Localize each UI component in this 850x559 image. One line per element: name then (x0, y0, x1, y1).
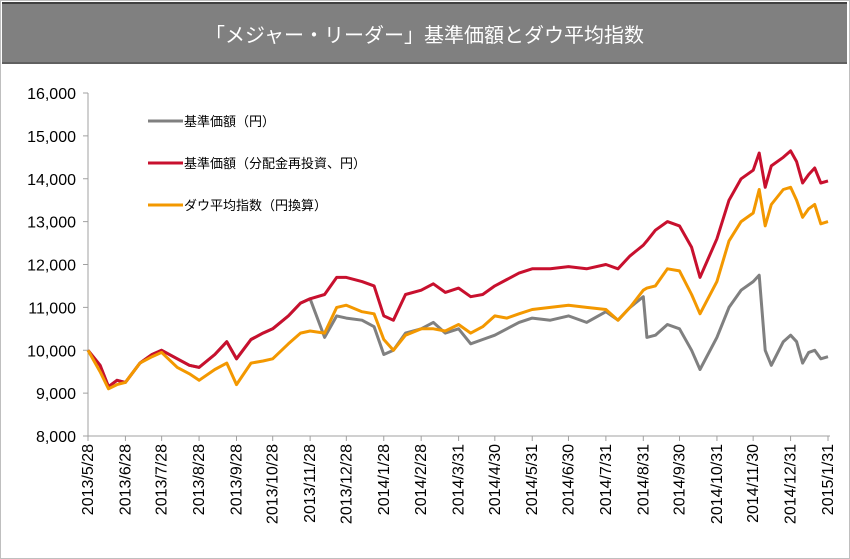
x-tick-label: 2014/9/30 (672, 444, 689, 515)
x-tick-label: 2014/5/31 (524, 444, 541, 515)
x-tick-label: 2013/7/28 (154, 444, 171, 515)
x-tick-label: 2014/12/31 (783, 444, 800, 524)
x-tick-label: 2014/1/28 (376, 444, 393, 515)
legend-label: ダウ平均指数（円換算） (184, 199, 327, 214)
series-line (86, 185, 829, 391)
x-tick-label: 2015/1/31 (820, 444, 837, 515)
legend-label: 基準価額（円） (184, 114, 275, 130)
x-tick-label: 2013/10/28 (265, 444, 282, 524)
x-tick-label: 2014/11/30 (745, 444, 762, 523)
y-tick-label: 12,000 (27, 258, 76, 275)
x-tick-label: 2014/8/31 (635, 444, 652, 515)
y-tick-label: 9,000 (36, 386, 76, 403)
y-tick-label: 8,000 (36, 429, 76, 446)
y-tick-label: 14,000 (27, 172, 76, 189)
x-tick-label: 2014/4/30 (487, 444, 504, 515)
series-line (86, 149, 829, 389)
x-tick-label: 2014/6/30 (560, 444, 577, 515)
x-tick-label: 2013/9/28 (228, 444, 245, 515)
legend-label: 基準価額（分配金再投資、円） (184, 156, 366, 172)
y-tick-label: 10,000 (27, 343, 76, 360)
x-tick-label: 2014/10/31 (709, 444, 726, 524)
x-tick-label: 2013/8/28 (191, 444, 208, 515)
x-tick-label: 2014/7/31 (598, 444, 615, 515)
x-tick-label: 2014/2/28 (413, 444, 430, 515)
chart-title-text: 「メジャー・リーダー」基準価額とダウ平均指数 (205, 22, 644, 47)
y-tick-label: 13,000 (27, 215, 76, 232)
chart-title: 「メジャー・リーダー」基準価額とダウ平均指数 (2, 2, 847, 64)
x-tick-label: 2013/6/28 (117, 444, 134, 515)
y-tick-label: 11,000 (28, 300, 76, 317)
x-tick-label: 2013/5/28 (80, 444, 97, 515)
x-tick-label: 2014/3/31 (451, 444, 468, 515)
x-tick-label: 2013/11/28 (302, 444, 319, 523)
y-tick-label: 16,000 (27, 86, 76, 103)
series-line (86, 273, 829, 389)
y-tick-label: 15,000 (27, 129, 76, 146)
x-tick-label: 2013/12/28 (338, 444, 355, 524)
